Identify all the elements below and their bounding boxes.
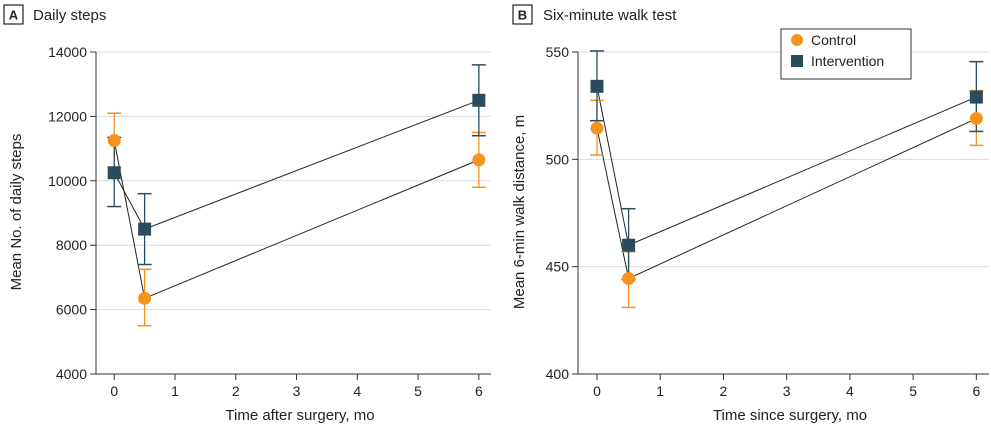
panel-b-series-lines bbox=[596, 86, 977, 280]
panel-b-intervention-point bbox=[590, 79, 604, 93]
panel-b-x-tick-label: 1 bbox=[656, 383, 664, 399]
panel-a-control-point bbox=[138, 291, 152, 305]
panel-a-y-tick-label: 4000 bbox=[56, 366, 87, 382]
panel-a-y-tick-label: 10000 bbox=[48, 173, 87, 189]
panel-b-y-tick-label: 500 bbox=[546, 151, 570, 167]
panel-b-ticks: 400 450 500 550 0 1 2 3 4 5 6 bbox=[546, 44, 981, 399]
panel-a-ticks: 4000 6000 8000 10000 12000 14000 0 1 2 3 4 5 6 bbox=[48, 44, 483, 399]
panel-a-y-tick-label: 8000 bbox=[56, 237, 87, 253]
panel-a-x-tick-label: 2 bbox=[232, 383, 240, 399]
panel-a-title: Daily steps bbox=[33, 7, 106, 24]
panel-b-x-tick-label: 5 bbox=[909, 383, 917, 399]
legend-intervention-marker bbox=[791, 55, 803, 67]
panel-a-y-axis-label: Mean No. of daily steps bbox=[8, 134, 25, 291]
panel-a-letter: A bbox=[9, 8, 19, 23]
panel-b-gridlines bbox=[578, 51, 989, 268]
legend-control-marker bbox=[791, 34, 803, 46]
panel-b-letter: B bbox=[518, 8, 527, 23]
panel-b-x-tick-label: 6 bbox=[972, 383, 980, 399]
panel-b-x-axis-label: Time since surgery, mo bbox=[713, 407, 867, 424]
panel-a-x-tick-label: 4 bbox=[353, 383, 361, 399]
panel-a-letter-box bbox=[3, 4, 24, 25]
panel-a-x-tick-label: 1 bbox=[171, 383, 179, 399]
panel-a-y-tick-label: 6000 bbox=[56, 302, 87, 318]
panel-b-control-point bbox=[969, 112, 983, 126]
panel-a-x-tick-label: 5 bbox=[414, 383, 422, 399]
panel-a-x-tick-label: 6 bbox=[475, 383, 483, 399]
panel-b-letter-box bbox=[512, 4, 533, 25]
legend-control-label: Control bbox=[811, 32, 856, 48]
panel-a-gridlines bbox=[96, 51, 491, 311]
panel-a-intervention-line bbox=[113, 99, 480, 230]
panel-a-x-axis-label: Time after surgery, mo bbox=[225, 407, 374, 424]
panel-a-control-point bbox=[472, 153, 486, 167]
panel-b-control-line bbox=[596, 118, 977, 280]
panel-b-markers bbox=[590, 79, 983, 285]
legend-box bbox=[780, 28, 912, 80]
panel-b-x-tick-label: 3 bbox=[783, 383, 791, 399]
panel-b-y-tick-label: 550 bbox=[546, 44, 570, 60]
panel-b-axes bbox=[577, 52, 989, 375]
panel-b-control-point bbox=[622, 271, 636, 285]
legend-intervention-label: Intervention bbox=[811, 53, 884, 69]
panel-a-intervention-point bbox=[138, 222, 152, 236]
panel-b-x-tick-label: 2 bbox=[720, 383, 728, 399]
panel-a-y-tick-label: 12000 bbox=[48, 108, 87, 124]
panel-b-legend: Control Intervention bbox=[780, 28, 912, 80]
panel-a-markers bbox=[107, 93, 486, 305]
panel-b-intervention-point bbox=[622, 238, 636, 252]
panel-b-x-tick-label: 4 bbox=[846, 383, 854, 399]
panel-b-y-axis-label: Mean 6-min walk distance, m bbox=[511, 115, 528, 309]
panel-a-axes bbox=[95, 52, 491, 375]
panel-a-x-tick-label: 0 bbox=[110, 383, 118, 399]
panel-a-error-bars bbox=[107, 64, 486, 327]
panel-b-title: Six-minute walk test bbox=[543, 7, 677, 24]
panel-a-intervention-point bbox=[107, 166, 121, 180]
panel-a: A Daily steps 4000 6000 8000 10000 12000 1400… bbox=[3, 4, 491, 424]
panel-b-y-tick-label: 450 bbox=[546, 259, 570, 275]
panel-b-x-tick-label: 0 bbox=[593, 383, 601, 399]
panel-b-intervention-line bbox=[596, 86, 977, 246]
panel-a-intervention-point bbox=[472, 93, 486, 107]
panel-a-control-point bbox=[107, 134, 121, 148]
panel-a-y-tick-label: 14000 bbox=[48, 44, 87, 60]
panel-b-control-point bbox=[590, 121, 604, 135]
panel-b-y-tick-label: 400 bbox=[546, 366, 570, 382]
panel-a-x-tick-label: 3 bbox=[293, 383, 301, 399]
panel-a-series-lines bbox=[113, 99, 480, 300]
panel-b-intervention-point bbox=[969, 90, 983, 104]
